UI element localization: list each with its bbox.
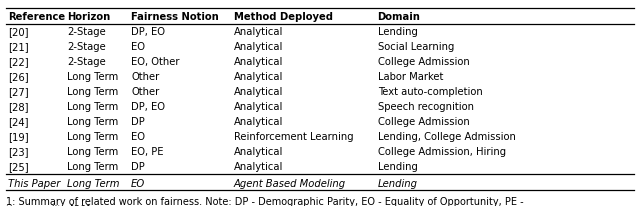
Text: [21]: [21] [8,42,28,52]
Text: Lending, College Admission: Lending, College Admission [378,131,515,141]
Text: 1: Summary of related work on fairness. Note: DP - Demographic Parity, EO - Equa: 1: Summary of related work on fairness. … [6,196,524,206]
Text: Long Term: Long Term [67,161,118,171]
Text: College Admission: College Admission [378,116,469,126]
Text: Domain: Domain [378,12,420,22]
Text: [26]: [26] [8,72,28,82]
Text: EO, Other: EO, Other [131,57,180,67]
Text: Long Term: Long Term [67,178,120,188]
Text: Analytical: Analytical [234,27,283,37]
Text: Other: Other [131,72,159,82]
Text: Reference: Reference [8,12,65,22]
Text: Lending: Lending [378,27,417,37]
Text: DP: DP [131,116,145,126]
Text: DP: DP [131,161,145,171]
Text: Lending: Lending [378,178,417,188]
Text: [28]: [28] [8,102,28,111]
Text: Long Term: Long Term [67,146,118,156]
Text: Analytical: Analytical [234,116,283,126]
Text: tive equality [30]: tive equality [30] [6,204,90,206]
Text: Speech recognition: Speech recognition [378,102,474,111]
Text: College Admission, Hiring: College Admission, Hiring [378,146,506,156]
Text: [20]: [20] [8,27,28,37]
Text: Analytical: Analytical [234,87,283,97]
Text: Text auto-completion: Text auto-completion [378,87,483,97]
Text: EO, PE: EO, PE [131,146,164,156]
Text: DP, EO: DP, EO [131,102,165,111]
Text: EO: EO [131,178,145,188]
Text: [19]: [19] [8,131,28,141]
Text: Analytical: Analytical [234,146,283,156]
Text: [22]: [22] [8,57,28,67]
Text: [23]: [23] [8,146,28,156]
Text: [25]: [25] [8,161,28,171]
Text: Method Deployed: Method Deployed [234,12,333,22]
Text: 2-Stage: 2-Stage [67,57,106,67]
Text: Social Learning: Social Learning [378,42,454,52]
Text: Analytical: Analytical [234,102,283,111]
Text: Long Term: Long Term [67,131,118,141]
Text: 2-Stage: 2-Stage [67,27,106,37]
Text: Fairness Notion: Fairness Notion [131,12,219,22]
Text: DP, EO: DP, EO [131,27,165,37]
Text: Long Term: Long Term [67,87,118,97]
Text: 2-Stage: 2-Stage [67,42,106,52]
Text: [24]: [24] [8,116,28,126]
Text: Reinforcement Learning: Reinforcement Learning [234,131,353,141]
Text: This Paper: This Paper [8,178,60,188]
Text: Labor Market: Labor Market [378,72,443,82]
Text: Long Term: Long Term [67,72,118,82]
Text: College Admission: College Admission [378,57,469,67]
Text: Analytical: Analytical [234,57,283,67]
Text: Horizon: Horizon [67,12,111,22]
Text: EO: EO [131,42,145,52]
Text: Analytical: Analytical [234,161,283,171]
Text: [27]: [27] [8,87,28,97]
Text: Analytical: Analytical [234,42,283,52]
Text: Other: Other [131,87,159,97]
Text: EO: EO [131,131,145,141]
Text: Long Term: Long Term [67,102,118,111]
Text: Analytical: Analytical [234,72,283,82]
Text: Long Term: Long Term [67,116,118,126]
Text: Agent Based Modeling: Agent Based Modeling [234,178,346,188]
Text: Lending: Lending [378,161,417,171]
